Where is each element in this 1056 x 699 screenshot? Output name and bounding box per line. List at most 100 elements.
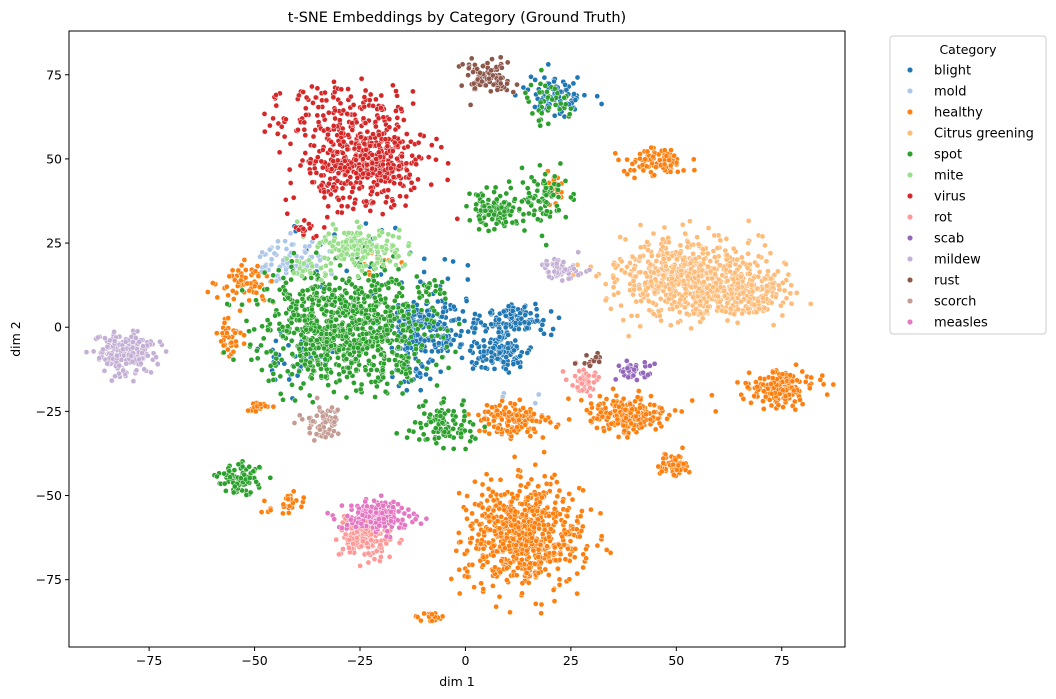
data-point [327, 260, 334, 267]
data-point [637, 253, 643, 260]
data-point [748, 399, 754, 406]
data-point [554, 493, 561, 500]
data-point [316, 240, 323, 246]
data-point [365, 371, 372, 378]
data-point [314, 337, 320, 344]
data-point [225, 292, 231, 299]
data-point [552, 499, 559, 506]
data-point [437, 413, 444, 420]
data-point [384, 303, 391, 310]
data-point [437, 368, 444, 375]
data-point [318, 331, 325, 337]
data-point [612, 150, 619, 157]
data-point [467, 522, 474, 529]
data-point [472, 478, 478, 485]
data-point [455, 530, 462, 536]
data-point [332, 287, 338, 293]
data-point [614, 416, 621, 423]
data-point [533, 418, 540, 424]
data-point [309, 399, 316, 406]
data-point [337, 262, 343, 269]
data-point [652, 426, 659, 433]
data-point [267, 507, 274, 514]
data-point [272, 312, 278, 319]
data-point [319, 164, 326, 171]
data-point [336, 285, 343, 291]
data-point [391, 316, 398, 322]
data-point [552, 557, 559, 564]
data-point [581, 92, 588, 99]
data-point [680, 278, 687, 284]
data-point [496, 402, 503, 409]
data-point [754, 383, 761, 390]
data-point [594, 542, 601, 549]
data-point [423, 289, 430, 295]
data-point [521, 227, 528, 234]
data-point [506, 409, 512, 416]
data-point [384, 380, 391, 387]
data-point [413, 346, 419, 352]
data-point [379, 229, 385, 236]
data-point [364, 128, 371, 135]
data-point [503, 190, 510, 197]
data-point [450, 258, 456, 265]
data-point [763, 283, 770, 289]
data-point [557, 551, 564, 558]
data-point [504, 340, 511, 347]
data-point [464, 573, 471, 580]
data-point [407, 328, 414, 335]
data-point [403, 387, 410, 394]
data-point [665, 296, 672, 303]
data-point [363, 220, 369, 227]
data-point [551, 598, 558, 604]
data-point [424, 436, 431, 442]
data-point [254, 355, 261, 362]
data-point [494, 355, 501, 362]
data-point [682, 467, 689, 473]
data-point [541, 178, 547, 184]
data-point [338, 209, 345, 216]
data-point [331, 323, 338, 329]
data-point [562, 101, 569, 108]
data-point [490, 514, 497, 521]
data-point [307, 326, 314, 333]
data-point [642, 280, 649, 286]
data-point [745, 218, 752, 224]
data-point [313, 170, 320, 176]
data-point [330, 335, 337, 341]
data-point [566, 491, 573, 497]
data-point [621, 427, 628, 434]
data-point [403, 160, 410, 167]
data-point [817, 376, 824, 383]
data-point [788, 282, 795, 289]
data-point [410, 303, 416, 310]
data-point [603, 547, 610, 553]
data-point [687, 218, 693, 225]
data-point [301, 317, 308, 324]
data-point [739, 254, 745, 261]
data-point [278, 357, 285, 363]
data-point [824, 391, 831, 398]
data-point [397, 180, 404, 187]
data-point [472, 311, 478, 317]
data-point [279, 324, 286, 330]
data-point [433, 362, 440, 368]
data-point [418, 307, 425, 314]
data-point [554, 90, 561, 96]
data-point [728, 290, 735, 297]
data-point [349, 308, 356, 315]
data-point [408, 334, 415, 340]
data-point [519, 501, 525, 508]
data-point [257, 253, 263, 260]
data-point [644, 239, 650, 245]
data-point [287, 180, 294, 186]
data-point [366, 238, 373, 245]
data-point [499, 416, 505, 423]
data-point [704, 284, 710, 291]
data-point [610, 274, 617, 281]
data-point [525, 579, 532, 586]
data-point [631, 167, 638, 174]
data-point [294, 326, 301, 332]
data-point [501, 491, 508, 498]
data-point [231, 483, 238, 490]
